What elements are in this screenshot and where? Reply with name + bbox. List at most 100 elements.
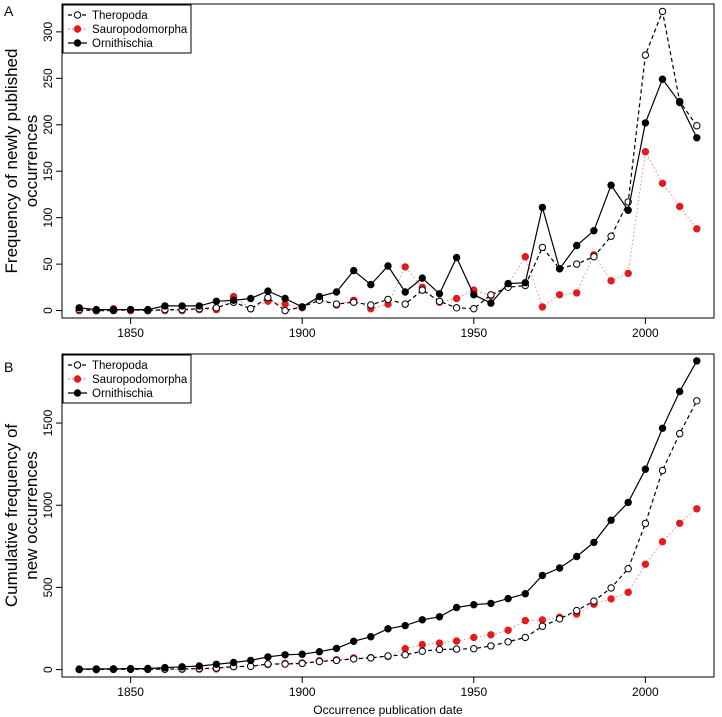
data-point-ornithischia bbox=[229, 658, 238, 667]
data-point-sauropodomorpha bbox=[607, 595, 615, 603]
data-point-ornithischia bbox=[384, 625, 392, 633]
data-point-theropoda bbox=[538, 622, 547, 630]
legend-label-theropoda: Theropoda bbox=[92, 10, 148, 22]
series-line-sauropodomorpha bbox=[79, 150, 698, 312]
data-point-ornithischia bbox=[590, 538, 598, 547]
data-point-ornithischia bbox=[75, 665, 83, 673]
y-tick-label: 300 bbox=[41, 22, 55, 42]
x-tick-label: 2000 bbox=[632, 685, 659, 699]
data-point-ornithischia bbox=[350, 266, 358, 275]
data-point-theropoda bbox=[332, 300, 341, 308]
data-point-sauropodomorpha bbox=[435, 639, 444, 647]
data-point-ornithischia bbox=[161, 663, 169, 672]
data-point-theropoda bbox=[435, 645, 444, 654]
y-tick-label: 0 bbox=[41, 307, 55, 314]
data-point-ornithischia bbox=[693, 134, 701, 142]
data-point-sauropodomorpha bbox=[487, 631, 495, 639]
legend-label-sauropodomorpha: Sauropodomorpha bbox=[92, 24, 188, 36]
data-point-ornithischia bbox=[401, 621, 409, 630]
data-point-theropoda bbox=[264, 660, 272, 668]
legend-marker-theropoda bbox=[73, 361, 82, 369]
x-tick-label: 1850 bbox=[117, 326, 144, 340]
plot-frame bbox=[61, 353, 715, 678]
data-point-theropoda bbox=[281, 306, 289, 315]
legend-marker-sauropodomorpha bbox=[73, 375, 82, 383]
y-axis-label: new occurrences bbox=[22, 451, 41, 580]
data-point-ornithischia bbox=[367, 280, 375, 289]
y-axis-label: Frequency of newly published bbox=[2, 49, 21, 274]
data-point-ornithischia bbox=[435, 290, 444, 298]
y-tick-label: 250 bbox=[41, 68, 55, 88]
data-point-ornithischia bbox=[624, 206, 632, 214]
data-point-ornithischia bbox=[332, 288, 341, 296]
data-point-ornithischia bbox=[195, 302, 204, 310]
data-point-ornithischia bbox=[212, 297, 221, 305]
y-tick-label: 1000 bbox=[41, 492, 55, 519]
x-tick-label: 2000 bbox=[632, 326, 659, 340]
data-point-sauropodomorpha bbox=[555, 291, 564, 299]
data-point-theropoda bbox=[590, 253, 598, 261]
data-point-theropoda bbox=[641, 519, 650, 528]
data-point-sauropodomorpha bbox=[401, 645, 409, 653]
data-point-theropoda bbox=[452, 645, 461, 653]
data-point-theropoda bbox=[384, 295, 392, 304]
data-point-ornithischia bbox=[212, 660, 221, 668]
data-point-theropoda bbox=[298, 659, 306, 668]
data-point-ornithischia bbox=[126, 305, 135, 314]
data-point-ornithischia bbox=[418, 616, 426, 624]
data-point-theropoda bbox=[264, 293, 272, 302]
data-point-ornithischia bbox=[676, 98, 684, 107]
legend-marker-theropoda bbox=[73, 11, 82, 19]
data-point-theropoda bbox=[607, 232, 615, 240]
chart-panel-b: B 1850 1900 1950 2000 0 500 1000 1500 Cumulative … bbox=[2, 353, 715, 717]
legend-marker-sauropodomorpha bbox=[73, 25, 82, 33]
x-tick-label: 1950 bbox=[460, 326, 487, 340]
data-point-ornithischia bbox=[555, 265, 564, 273]
data-point-sauropodomorpha bbox=[401, 263, 409, 271]
data-point-theropoda bbox=[658, 466, 667, 475]
data-point-ornithischia bbox=[470, 601, 478, 609]
data-point-ornithischia bbox=[298, 303, 306, 311]
data-point-theropoda bbox=[538, 243, 547, 252]
legend-label-sauropodomorpha: Sauropodomorpha bbox=[92, 374, 188, 386]
data-point-ornithischia bbox=[264, 287, 272, 295]
data-point-ornithischia bbox=[521, 590, 529, 598]
data-point-ornithischia bbox=[92, 665, 101, 673]
x-tick-label: 1850 bbox=[117, 685, 144, 699]
data-point-theropoda bbox=[418, 286, 426, 294]
data-point-ornithischia bbox=[367, 633, 375, 641]
data-point-ornithischia bbox=[504, 279, 512, 288]
data-point-ornithischia bbox=[229, 296, 238, 304]
data-point-ornithischia bbox=[504, 594, 512, 603]
data-point-ornithischia bbox=[350, 637, 358, 645]
data-point-theropoda bbox=[487, 642, 495, 650]
data-point-ornithischia bbox=[315, 648, 324, 656]
data-point-theropoda bbox=[367, 301, 375, 309]
data-point-theropoda bbox=[573, 606, 581, 615]
plot-frame bbox=[61, 3, 715, 319]
data-point-ornithischia bbox=[452, 253, 461, 262]
data-point-ornithischia bbox=[161, 302, 169, 310]
data-point-sauropodomorpha bbox=[470, 633, 478, 642]
data-point-ornithischia bbox=[607, 516, 615, 524]
data-point-ornithischia bbox=[607, 181, 615, 189]
panel-label: B bbox=[4, 359, 13, 375]
data-point-theropoda bbox=[624, 565, 632, 573]
data-point-sauropodomorpha bbox=[538, 616, 547, 624]
data-point-ornithischia bbox=[178, 302, 186, 310]
y-tick-label: 200 bbox=[41, 114, 55, 134]
data-point-sauropodomorpha bbox=[452, 637, 461, 645]
data-point-ornithischia bbox=[418, 274, 426, 282]
data-point-sauropodomorpha bbox=[658, 179, 667, 188]
y-tick-label: 1500 bbox=[41, 409, 55, 436]
y-axis-label: occurrences bbox=[22, 115, 41, 208]
y-tick-label: 150 bbox=[41, 161, 55, 181]
legend-marker-ornithischia bbox=[73, 389, 82, 397]
legend-label-theropoda: Theropoda bbox=[92, 360, 148, 372]
data-point-ornithischia bbox=[315, 292, 324, 301]
data-point-sauropodomorpha bbox=[641, 148, 650, 156]
y-tick-label: 0 bbox=[41, 666, 55, 673]
data-point-ornithischia bbox=[693, 357, 701, 365]
data-point-sauropodomorpha bbox=[641, 560, 650, 568]
y-tick-label: 500 bbox=[41, 577, 55, 597]
